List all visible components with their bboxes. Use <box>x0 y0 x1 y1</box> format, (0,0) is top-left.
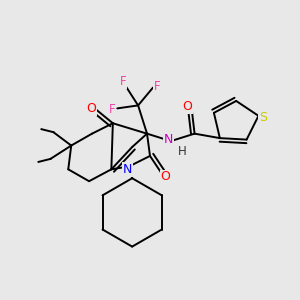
Text: O: O <box>182 100 192 113</box>
Text: N: N <box>123 163 132 176</box>
Text: N: N <box>164 133 173 146</box>
Text: F: F <box>154 80 161 93</box>
Text: O: O <box>86 102 96 115</box>
Text: S: S <box>259 111 267 124</box>
Text: F: F <box>109 103 115 116</box>
Text: F: F <box>120 75 127 88</box>
Text: H: H <box>178 145 187 158</box>
Text: O: O <box>160 170 170 183</box>
